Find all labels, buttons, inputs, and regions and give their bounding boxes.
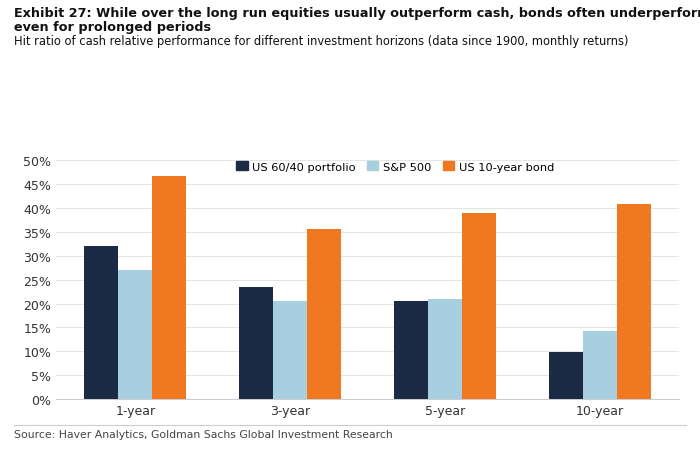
Bar [617, 205, 651, 399]
Bar [118, 270, 153, 399]
Bar [153, 177, 186, 399]
Bar [428, 299, 462, 399]
Bar [239, 287, 273, 399]
Text: Hit ratio of cash relative performance for different investment horizons (data s: Hit ratio of cash relative performance f… [14, 34, 629, 47]
Bar [549, 353, 582, 399]
Text: even for prolonged periods: even for prolonged periods [14, 21, 211, 34]
Bar [582, 331, 617, 399]
Legend: US 60/40 portfolio, S&P 500, US 10-year bond: US 60/40 portfolio, S&P 500, US 10-year … [236, 162, 554, 172]
Text: Source: Haver Analytics, Goldman Sachs Global Investment Research: Source: Haver Analytics, Goldman Sachs G… [14, 429, 393, 439]
Text: Exhibit 27: While over the long run equities usually outperform cash, bonds ofte: Exhibit 27: While over the long run equi… [14, 7, 700, 20]
Bar [462, 213, 496, 399]
Bar [394, 302, 428, 399]
Bar [307, 230, 341, 399]
Bar [84, 246, 118, 399]
Bar [273, 302, 307, 399]
